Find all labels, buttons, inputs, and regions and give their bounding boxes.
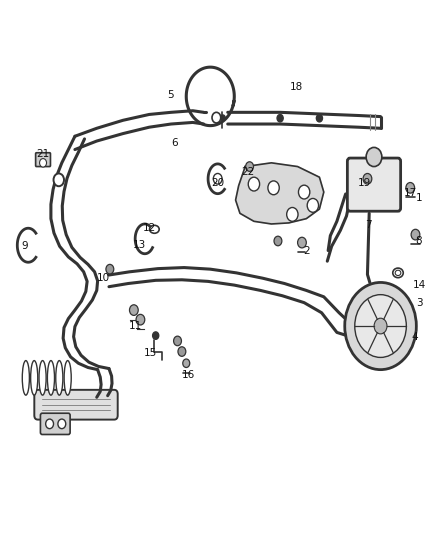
- Circle shape: [355, 295, 406, 358]
- Ellipse shape: [39, 361, 46, 395]
- Text: 19: 19: [357, 177, 371, 188]
- Circle shape: [366, 148, 382, 166]
- Text: 9: 9: [21, 241, 28, 251]
- Text: 7: 7: [365, 220, 371, 230]
- Text: 14: 14: [412, 280, 426, 290]
- Circle shape: [345, 282, 417, 369]
- Circle shape: [274, 236, 282, 246]
- Text: 17: 17: [403, 188, 417, 198]
- Text: 4: 4: [411, 332, 418, 342]
- Text: 22: 22: [241, 167, 254, 177]
- Circle shape: [152, 332, 159, 340]
- Text: 2: 2: [303, 246, 310, 255]
- Circle shape: [277, 115, 283, 122]
- FancyBboxPatch shape: [347, 158, 401, 211]
- Text: 3: 3: [417, 297, 423, 308]
- Text: 10: 10: [97, 273, 110, 283]
- Circle shape: [411, 229, 420, 240]
- Text: 15: 15: [143, 348, 157, 358]
- Circle shape: [221, 115, 225, 120]
- FancyBboxPatch shape: [40, 413, 70, 434]
- Circle shape: [58, 419, 66, 429]
- Text: 16: 16: [182, 370, 195, 381]
- Circle shape: [287, 207, 298, 221]
- Circle shape: [363, 173, 372, 184]
- Circle shape: [246, 162, 254, 171]
- Ellipse shape: [31, 361, 38, 395]
- Text: 13: 13: [133, 240, 146, 250]
- Circle shape: [213, 173, 222, 184]
- Ellipse shape: [393, 268, 403, 278]
- Circle shape: [46, 419, 53, 429]
- Text: 18: 18: [290, 82, 304, 92]
- Text: 1: 1: [416, 193, 422, 204]
- Circle shape: [268, 181, 279, 195]
- Circle shape: [53, 173, 64, 186]
- Ellipse shape: [22, 361, 29, 395]
- Circle shape: [39, 159, 46, 167]
- FancyBboxPatch shape: [35, 153, 50, 166]
- FancyBboxPatch shape: [34, 390, 118, 419]
- Ellipse shape: [64, 361, 71, 395]
- Circle shape: [316, 115, 322, 122]
- Polygon shape: [236, 163, 324, 224]
- Text: 20: 20: [212, 177, 225, 188]
- Ellipse shape: [47, 361, 54, 395]
- Circle shape: [178, 347, 186, 357]
- Text: 21: 21: [36, 149, 49, 159]
- Circle shape: [298, 185, 310, 199]
- Circle shape: [297, 237, 306, 248]
- Text: 5: 5: [167, 90, 173, 100]
- Ellipse shape: [150, 225, 159, 233]
- Circle shape: [374, 318, 387, 334]
- Circle shape: [212, 112, 221, 123]
- Circle shape: [173, 336, 181, 346]
- Text: 12: 12: [142, 223, 156, 233]
- Circle shape: [248, 177, 260, 191]
- Text: 11: 11: [128, 321, 142, 331]
- Text: 8: 8: [416, 236, 422, 246]
- Circle shape: [130, 305, 138, 316]
- Text: 6: 6: [171, 138, 178, 148]
- Circle shape: [183, 359, 190, 368]
- Circle shape: [106, 264, 114, 274]
- Ellipse shape: [56, 361, 63, 395]
- Circle shape: [136, 314, 145, 325]
- Circle shape: [307, 198, 318, 212]
- Circle shape: [406, 182, 415, 193]
